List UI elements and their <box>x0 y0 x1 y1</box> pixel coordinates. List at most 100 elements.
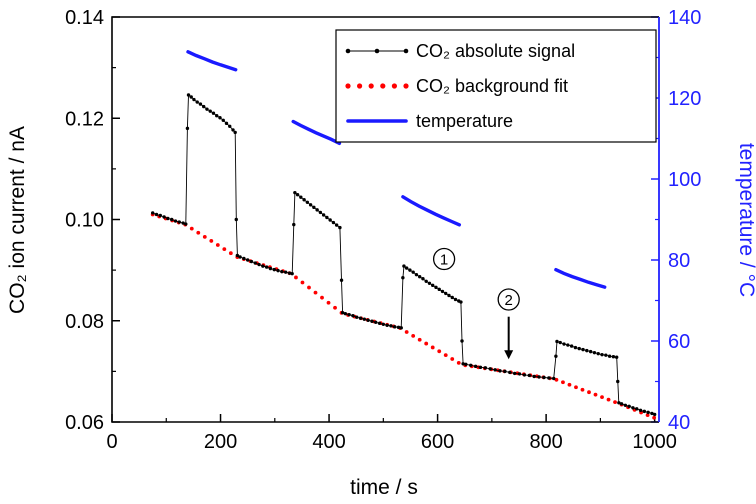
signal-dot <box>189 95 193 99</box>
signal-dot <box>218 116 222 120</box>
signal-dot <box>607 354 612 358</box>
signal-dot <box>295 192 300 197</box>
signal-dot <box>253 261 257 265</box>
signal-dot <box>325 215 329 220</box>
annotation-circled-2: 2 <box>497 288 520 311</box>
y-left-tick-label: 0.10 <box>65 210 104 232</box>
signal-dot <box>211 111 216 115</box>
signal-dot <box>238 255 242 259</box>
background-fit-dot <box>645 413 650 418</box>
background-fit-dot <box>606 397 611 402</box>
signal-dot <box>478 365 483 370</box>
signal-dot <box>512 371 517 376</box>
signal-dot <box>623 403 628 407</box>
signal-dot <box>287 271 292 275</box>
signal-dot <box>401 276 405 280</box>
signal-dot <box>617 401 621 405</box>
signal-dot <box>205 107 209 111</box>
signal-dot <box>424 279 428 283</box>
background-fit-dot <box>202 234 207 239</box>
background-fit-dot <box>437 349 442 354</box>
signal-dot <box>299 195 303 199</box>
signal-dot <box>280 269 284 274</box>
signal-dot <box>552 376 556 381</box>
signal-dot <box>483 366 488 370</box>
signal-dot <box>522 373 527 377</box>
signal-dot <box>614 355 619 359</box>
svg-text:1: 1 <box>440 251 448 268</box>
signal-dot <box>396 325 401 330</box>
background-fit-dot <box>580 387 585 392</box>
legend-sample-fit-dot <box>391 83 397 89</box>
background-fit-dot <box>333 305 337 310</box>
legend-label: CO₂ background fit <box>416 76 568 96</box>
signal-dot <box>272 267 276 272</box>
signal-dot <box>461 362 465 366</box>
signal-dot <box>635 407 639 411</box>
legend-label: CO₂ absolute signal <box>416 41 575 61</box>
signal-dot <box>366 318 370 322</box>
signal-dot <box>542 375 546 380</box>
legend-sample-fit-dot <box>368 83 374 89</box>
background-fit-dot <box>209 239 214 243</box>
signal-line <box>152 94 655 415</box>
signal-dot <box>208 109 212 113</box>
signal-dot <box>184 222 188 226</box>
y-left-tick-label: 0.06 <box>65 412 104 434</box>
signal-dot <box>338 225 342 230</box>
background-fit-series <box>150 212 657 420</box>
signal-dot <box>537 375 541 379</box>
signal-dot <box>347 312 351 317</box>
signal-dot <box>355 315 359 319</box>
background-fit-dot <box>417 337 422 342</box>
signal-dot <box>408 268 412 272</box>
signal-dot <box>646 410 650 415</box>
signal-dot <box>611 354 616 359</box>
signal-dot <box>437 287 441 292</box>
signal-dot <box>493 368 497 372</box>
signal-dot <box>411 270 415 274</box>
signal-dot <box>421 277 425 281</box>
signal-dot <box>404 266 409 270</box>
signal-dot <box>619 402 624 406</box>
signal-dot <box>638 408 643 413</box>
signal-dot <box>177 220 181 224</box>
legend-item-2: CO₂ background fit <box>345 76 568 96</box>
background-fit-dot <box>652 415 657 420</box>
background-fit-dot <box>600 395 604 400</box>
signal-dot <box>566 343 570 347</box>
legend-sample-fit-dot <box>403 83 409 89</box>
background-fit-dot <box>320 295 324 300</box>
background-fit-dot <box>196 230 201 235</box>
y-left-tick-label: 0.08 <box>65 311 104 333</box>
annotation-circled-1: 1 <box>432 247 456 271</box>
left-y-axis-title: CO₂ ion current / nA <box>6 126 29 314</box>
y-right-tick-label: 60 <box>668 331 690 353</box>
background-fit-dot <box>307 285 311 290</box>
legend-item-3: temperature <box>346 111 513 131</box>
signal-dot <box>312 205 316 210</box>
signal-dot <box>173 219 178 223</box>
annotation-arrow <box>504 316 514 360</box>
signal-dot <box>473 364 478 369</box>
background-fit-dot <box>404 330 409 334</box>
background-fit-dot <box>450 357 455 361</box>
temperature-segment <box>186 50 238 72</box>
x-tick-label: 1000 <box>632 431 677 453</box>
signal-dot <box>508 370 512 375</box>
signal-dot <box>290 271 294 276</box>
signal-dot <box>627 404 631 409</box>
signal-dot <box>158 213 162 218</box>
signal-dot <box>340 310 345 315</box>
signal-dot <box>228 124 232 129</box>
y-right-tick-label: 80 <box>668 250 690 272</box>
signal-dot <box>616 379 620 384</box>
signal-dot <box>414 272 419 277</box>
legend-sample-fit-dot <box>345 83 351 89</box>
background-fit-dot <box>574 385 578 390</box>
x-tick-label: 200 <box>204 431 237 453</box>
background-fit-dot <box>567 382 572 387</box>
signal-dot <box>328 218 332 222</box>
y-right-tick-label: 140 <box>668 7 701 29</box>
